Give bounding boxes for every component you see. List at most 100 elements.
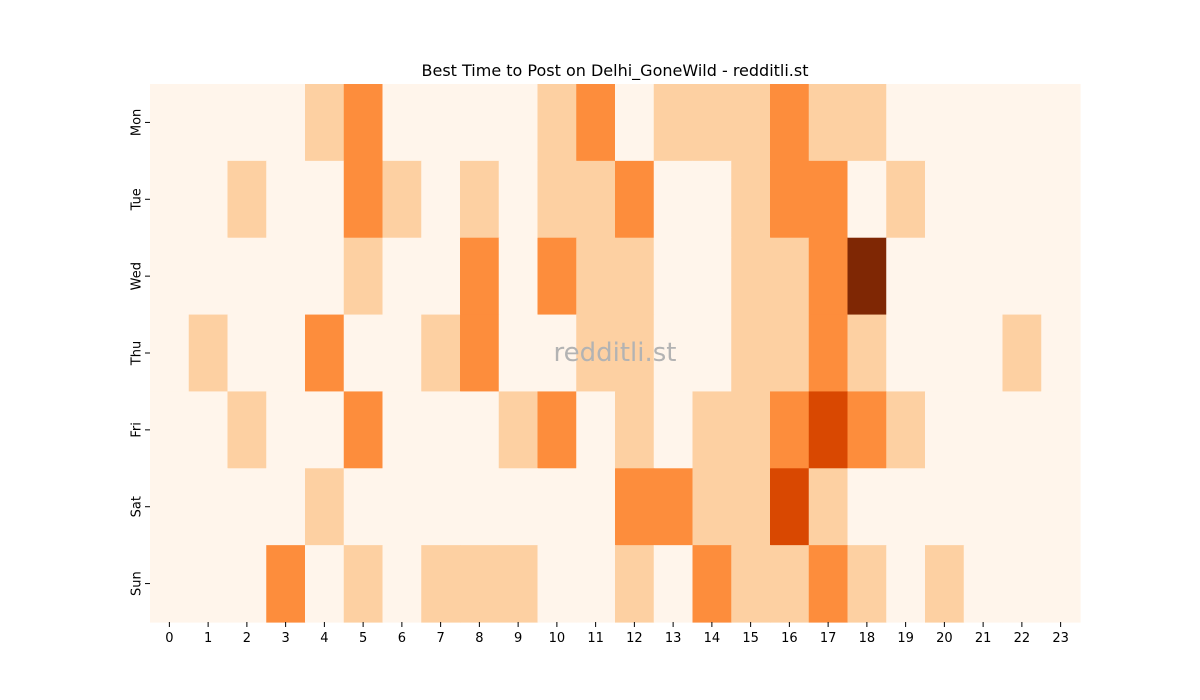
heatmap-cell [188,314,229,393]
heatmap-cell [731,391,771,469]
heatmap-cell [653,391,694,469]
heatmap-cell [963,84,1004,162]
heatmap-cell [576,160,616,239]
heatmap-cell [305,160,345,239]
heatmap-cell [1002,468,1042,546]
heatmap-cell [150,84,190,162]
heatmap-cell [421,84,461,162]
heatmap-cell [1041,468,1081,546]
heatmap-cell [537,391,577,469]
x-tick-label: 14 [704,631,721,646]
heatmap-cell [537,237,577,316]
heatmap-cell [150,468,190,546]
x-tick-label: 1 [204,631,212,646]
heatmap-cell [847,468,887,546]
heatmap-cell [576,468,616,546]
x-tick-label: 15 [742,631,759,646]
x-tick-label: 19 [897,631,914,646]
heatmap-cell [770,468,810,546]
heatmap-cell [150,160,190,239]
heatmap-cell [227,545,267,623]
heatmap-cell [1041,160,1081,239]
x-tick-label: 7 [436,631,444,646]
heatmap-cell [808,468,849,546]
heatmap-cell [770,545,810,623]
heatmap-cells [150,84,1081,623]
heatmap-cell [227,160,267,239]
heatmap-cell [537,545,577,623]
x-tick-label: 4 [320,631,328,646]
x-tick-label: 6 [398,631,406,646]
heatmap-cell [963,545,1004,623]
heatmap-cell [770,237,810,316]
heatmap-cell [615,237,655,316]
chart-title: Best Time to Post on Delhi_GoneWild - re… [422,61,809,81]
heatmap-cell [188,237,229,316]
heatmap-cell [343,545,384,623]
heatmap-cell [576,545,616,623]
heatmap-cell [808,391,849,469]
heatmap-cell [1041,391,1081,469]
heatmap-cell [498,545,539,623]
heatmap-cell [653,545,694,623]
heatmap-cell [498,468,539,546]
heatmap-cell [963,468,1004,546]
heatmap-cell [150,237,190,316]
heatmap-cell [537,468,577,546]
heatmap-cell [460,468,500,546]
heatmap-cell [1002,237,1042,316]
x-tick-label: 21 [975,631,992,646]
x-tick-label: 22 [1014,631,1031,646]
heatmap-cell [227,468,267,546]
heatmap-cell [886,545,926,623]
heatmap-cell [963,160,1004,239]
heatmap-cell [692,545,732,623]
heatmap-cell [343,468,384,546]
heatmap-cell [886,237,926,316]
x-axis: 0 1 2 3 4 5 6 7 8 9 10 11 12 13 14 15 16 17 18 19 20 21 22 23 [165,622,1069,646]
heatmap-cell [925,391,965,469]
heatmap-cell [188,545,229,623]
heatmap-cell [382,84,422,162]
y-axis: Mon Tue Wed Thu Fri Sat Sun [130,109,150,596]
heatmap-cell [266,237,306,316]
heatmap-cell [847,160,887,239]
heatmap-cell [382,160,422,239]
heatmap-cell [925,84,965,162]
heatmap-cell [537,160,577,239]
heatmap-cell [382,237,422,316]
heatmap-cell [847,314,887,393]
heatmap-cell [1041,314,1081,393]
heatmap-cell [343,391,384,469]
heatmap-cell [305,84,345,162]
heatmap-cell [886,468,926,546]
heatmap-cell [460,314,500,393]
heatmap-cell [227,391,267,469]
heatmap-cell [886,391,926,469]
heatmap-cell [925,468,965,546]
heatmap-cell [808,237,849,316]
heatmap-cell [227,314,267,393]
heatmap-cell [692,391,732,469]
y-tick-label: Wed [130,262,145,290]
heatmap-cell [382,468,422,546]
heatmap-cell [421,391,461,469]
heatmap-cell [692,237,732,316]
heatmap-cell [731,314,771,393]
heatmap-cell [731,237,771,316]
heatmap-cell [808,84,849,162]
heatmap-cell [305,314,345,393]
heatmap-cell [770,160,810,239]
heatmap-cell [692,160,732,239]
heatmap-cell [653,160,694,239]
x-tick-label: 20 [936,631,953,646]
heatmap-cell [615,314,655,393]
heatmap-cell [653,84,694,162]
heatmap-cell [731,545,771,623]
heatmap-cell [963,314,1004,393]
heatmap-cell [770,391,810,469]
heatmap-cell [1002,84,1042,162]
heatmap-cell [305,545,345,623]
heatmap-cell [692,84,732,162]
x-tick-label: 11 [587,631,604,646]
